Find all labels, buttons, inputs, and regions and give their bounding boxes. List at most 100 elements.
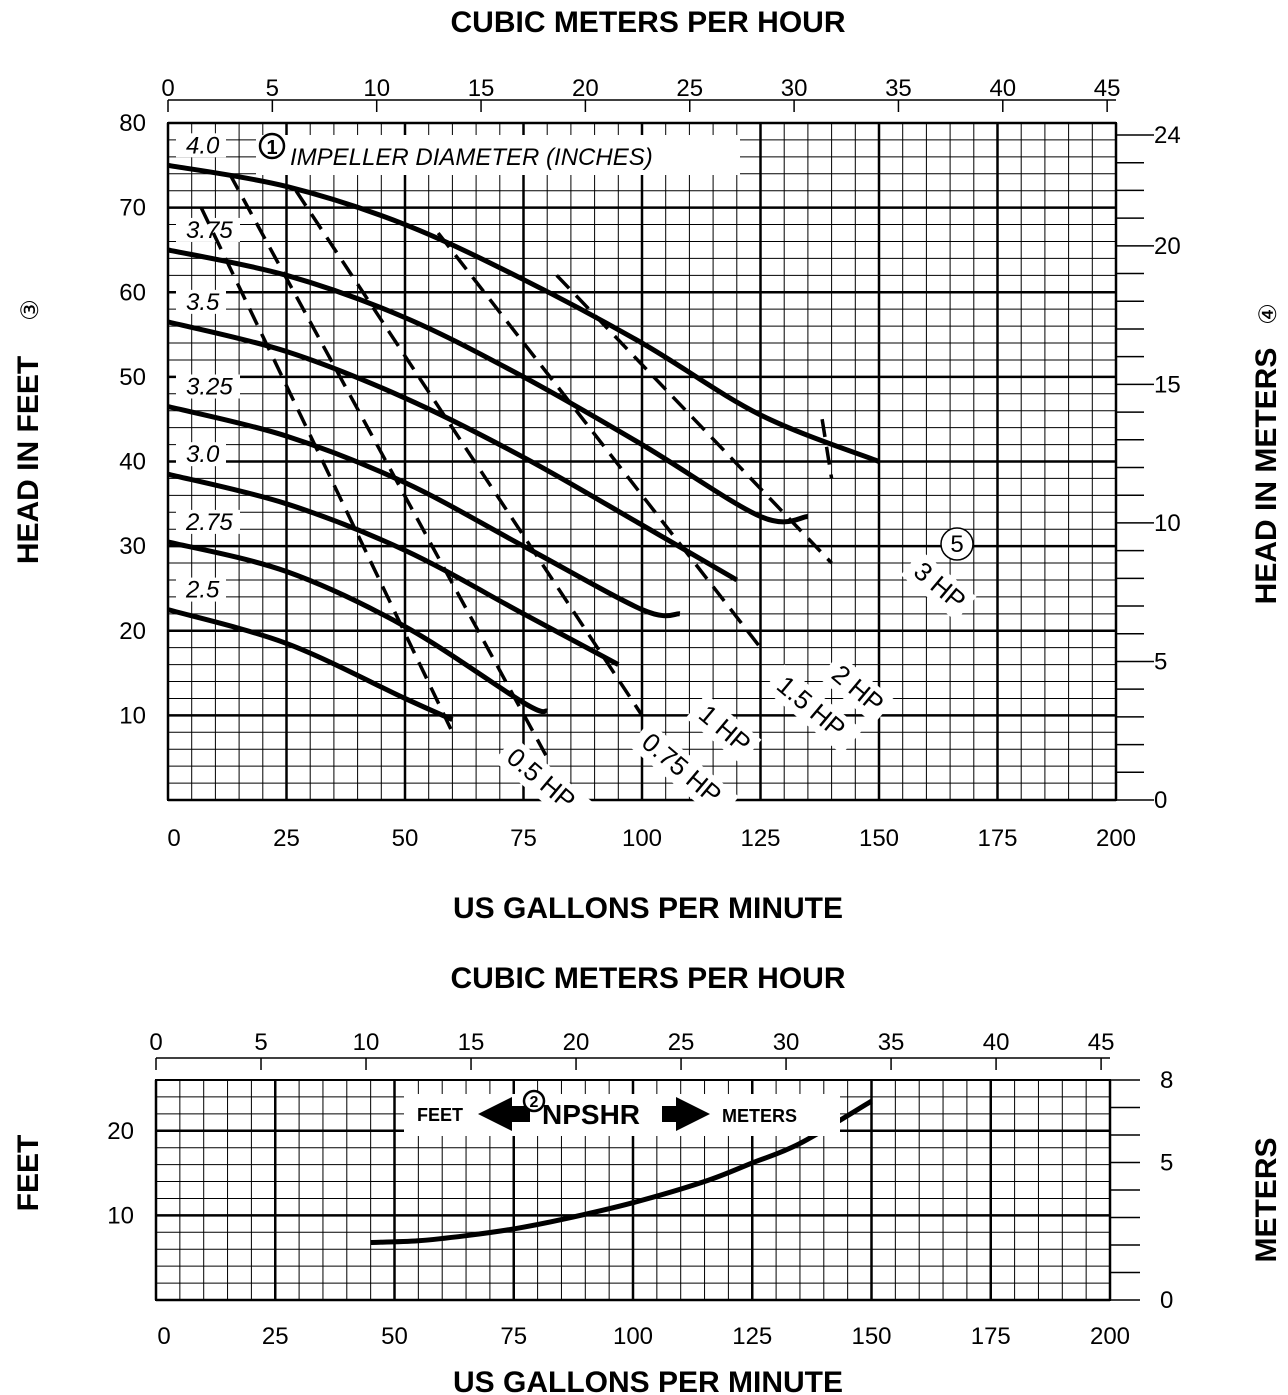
bottom-tick-label: 200: [1090, 1323, 1130, 1350]
hp-label-bg: [900, 550, 977, 622]
hp-label-bg: [628, 721, 739, 822]
hp-line: [555, 274, 833, 565]
top-tick-label: 0: [149, 1029, 162, 1056]
left-tick-label: 10: [119, 702, 146, 729]
top-tick-label: 20: [572, 75, 599, 102]
bottom-tick-label: 175: [977, 825, 1017, 852]
npshr-chart-ticks: 0 5 10 15 20 25 30 35 40 450 25 50 75 100 125 150 175 200…: [107, 1029, 1173, 1350]
impeller-label-bg: [176, 289, 226, 314]
impeller-label: 3.0: [186, 441, 220, 468]
head-chart-right-axis-marker: ④: [1255, 303, 1282, 325]
right-tick-label: 20: [1154, 233, 1181, 260]
left-tick-label: 80: [119, 110, 146, 137]
top-tick-label: 5: [254, 1029, 267, 1056]
impeller-curve: [167, 539, 549, 715]
hp-line: [436, 231, 762, 649]
bottom-tick-label: 25: [262, 1323, 289, 1350]
left-tick-label: 70: [119, 195, 146, 222]
npshr-legend-right-arrow-icon: [662, 1097, 710, 1131]
hp-label-group: 3 HP: [900, 550, 977, 622]
right-tick-label: 15: [1154, 371, 1181, 398]
head-chart-curves: 4.0 3.75 3.5 3.25 3.0 2.75 2.5: [167, 132, 880, 722]
npshr-legend-background: [404, 1094, 840, 1136]
npshr-chart-right-axis-title: METERS: [1250, 1137, 1283, 1262]
left-tick-label: 20: [119, 618, 146, 645]
hp-label-group: 1 HP: [685, 693, 762, 765]
power-marker-circle: [940, 527, 974, 561]
impeller-label: 2.75: [185, 509, 233, 536]
bottom-tick-label: 50: [381, 1323, 408, 1350]
bottom-tick-label: 125: [732, 1323, 772, 1350]
head-chart-top-axis-title: CUBIC METERS PER HOUR: [450, 6, 845, 39]
hp-label: 0.5 HP: [501, 742, 581, 816]
top-tick-label: 15: [468, 75, 495, 102]
head-chart-grid: [166, 121, 1118, 802]
left-tick-label: 50: [119, 364, 146, 391]
top-tick-label: 15: [458, 1029, 485, 1056]
left-tick-label: 20: [107, 1118, 134, 1145]
impeller-label-bg: [176, 509, 240, 534]
impeller-curve: [167, 607, 454, 722]
power-marker: 5: [950, 531, 963, 558]
npshr-chart-curves: [370, 1098, 873, 1245]
npshr-legend-title: NPSHR: [542, 1099, 640, 1130]
npshr-chart-bottom-axis-title: US GALLONS PER MINUTE: [453, 1366, 843, 1395]
impeller-label: 3.75: [186, 217, 233, 244]
top-tick-label: 35: [885, 75, 912, 102]
top-tick-label: 30: [781, 75, 808, 102]
top-tick-label: 45: [1088, 1029, 1115, 1056]
impeller-curve: [167, 404, 681, 619]
top-tick-label: 45: [1094, 75, 1121, 102]
right-tick-label: 8: [1160, 1067, 1173, 1094]
impeller-curve: [167, 471, 620, 667]
npshr-legend-meters: METERS: [722, 1106, 797, 1126]
hp-line: [820, 418, 834, 479]
bottom-tick-label: 175: [971, 1323, 1011, 1350]
bottom-tick-label: 75: [500, 1323, 527, 1350]
hp-line: [294, 189, 644, 717]
bottom-tick-label: 50: [392, 825, 419, 852]
top-tick-label: 10: [363, 75, 390, 102]
right-tick-label: 5: [1160, 1150, 1173, 1177]
left-tick-label: 30: [119, 533, 146, 560]
bottom-tick-label: 100: [622, 825, 662, 852]
right-tick-label: 5: [1154, 648, 1167, 675]
top-tick-label: 40: [983, 1029, 1010, 1056]
top-tick-label: 25: [668, 1029, 695, 1056]
left-tick-label: 40: [119, 449, 146, 476]
impeller-curve: [167, 319, 739, 583]
bottom-tick-label: 0: [167, 825, 180, 852]
left-tick-label: 10: [107, 1202, 134, 1229]
impeller-curve: [167, 162, 880, 464]
head-chart-left-axis-title: HEAD IN FEET: [12, 356, 45, 564]
top-tick-label: 40: [989, 75, 1016, 102]
top-tick-label: 0: [161, 75, 174, 102]
top-tick-label: 10: [353, 1029, 380, 1056]
bottom-tick-label: 75: [510, 825, 537, 852]
bottom-tick-label: 125: [740, 825, 780, 852]
hp-label-bg: [818, 653, 895, 725]
head-chart-right-axis-title: HEAD IN METERS: [1250, 348, 1283, 605]
top-tick-label: 5: [266, 75, 279, 102]
top-tick-label: 35: [878, 1029, 905, 1056]
right-tick-label: 10: [1154, 510, 1181, 537]
npshr-curve: [370, 1098, 873, 1245]
impeller-label-bg: [176, 577, 226, 602]
npshr-chart-left-axis-title: FEET: [12, 1135, 45, 1212]
head-chart-left-axis-marker: ③: [17, 299, 44, 321]
impeller-label-bg: [176, 133, 226, 158]
plot-frame: [167, 122, 1117, 801]
impeller-legend-marker-circle: [258, 132, 286, 160]
right-tick-label: 0: [1154, 787, 1167, 814]
bottom-tick-label: 25: [273, 825, 300, 852]
top-tick-label: 30: [773, 1029, 800, 1056]
right-tick-label: 0: [1160, 1287, 1173, 1314]
impeller-label-bg: [176, 442, 226, 467]
left-tick-label: 60: [119, 279, 146, 306]
impeller-label: 3.5: [186, 289, 220, 316]
npshr-chart-top-axis-title: CUBIC METERS PER HOUR: [450, 962, 845, 995]
bottom-tick-label: 100: [613, 1323, 653, 1350]
bottom-tick-label: 150: [859, 825, 899, 852]
impeller-label: 2.5: [185, 577, 220, 604]
